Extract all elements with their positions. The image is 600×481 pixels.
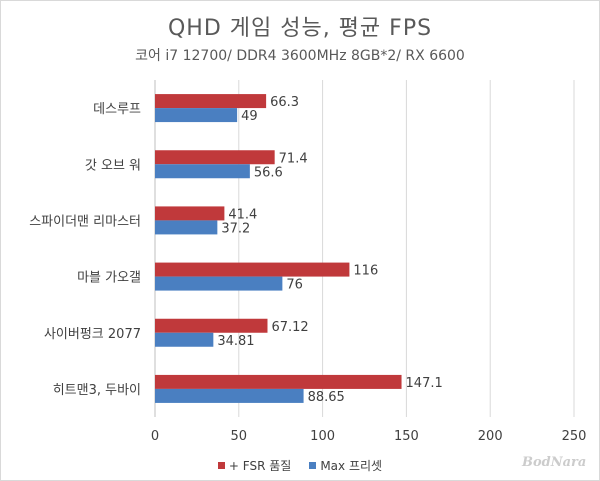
bar-series-2 — [155, 332, 214, 347]
category-label: 갓 오브 워 — [85, 158, 141, 173]
x-tick-label: 200 — [478, 429, 503, 444]
data-label: 88.65 — [308, 390, 345, 405]
bar-series-2 — [155, 164, 250, 179]
legend-swatch-series-1 — [217, 462, 225, 469]
bar-series-1 — [155, 206, 225, 221]
legend-item-series-1: + FSR 품질 — [217, 457, 292, 474]
bar-series-2 — [155, 388, 304, 403]
bar-series-1 — [155, 318, 268, 333]
bar-series-1 — [155, 374, 402, 389]
x-tick-label: 50 — [231, 429, 248, 444]
category-label: 히트맨3, 두바이 — [53, 383, 141, 398]
bar-series-1 — [155, 150, 275, 165]
category-label: 사이버펑크 2077 — [44, 327, 141, 342]
x-tick-label: 100 — [310, 429, 335, 444]
data-label: 147.1 — [406, 376, 443, 391]
chart-title: QHD 게임 성능, 평균 FPS — [167, 16, 433, 41]
bar-series-1 — [155, 262, 350, 277]
category-label: 데스루프 — [93, 102, 141, 117]
category-label: 마블 가오갤 — [77, 271, 141, 286]
bar-series-1 — [155, 94, 267, 109]
legend-swatch-series-2 — [309, 462, 317, 469]
data-label: 41.4 — [228, 207, 257, 222]
x-tick-label: 0 — [151, 429, 159, 444]
data-label: 76 — [286, 278, 303, 293]
bar-series-2 — [155, 220, 218, 235]
legend-item-series-2: Max 프리셋 — [309, 457, 382, 474]
watermark-logo: BodNara — [522, 455, 587, 470]
data-label: 116 — [353, 264, 378, 279]
x-tick-label: 250 — [562, 429, 587, 444]
data-label: 71.4 — [279, 151, 308, 166]
category-label: 스파이더맨 리마스터 — [29, 214, 141, 229]
bar-series-2 — [155, 108, 238, 123]
data-label: 34.81 — [217, 334, 254, 349]
data-label: 49 — [241, 109, 258, 124]
data-label: 67.12 — [271, 320, 308, 335]
data-label: 37.2 — [221, 221, 250, 236]
bar-series-2 — [155, 276, 283, 291]
legend-label-series-1: + FSR 품질 — [228, 459, 292, 473]
data-label: 66.3 — [270, 95, 299, 110]
legend: + FSR 품질 Max 프리셋 — [0, 457, 600, 474]
legend-label-series-2: Max 프리셋 — [320, 459, 383, 473]
x-tick-label: 150 — [394, 429, 419, 444]
chart-subtitle: 코어 i7 12700/ DDR4 3600MHz 8GB*2/ RX 6600 — [135, 48, 465, 64]
data-label: 56.6 — [254, 165, 283, 180]
